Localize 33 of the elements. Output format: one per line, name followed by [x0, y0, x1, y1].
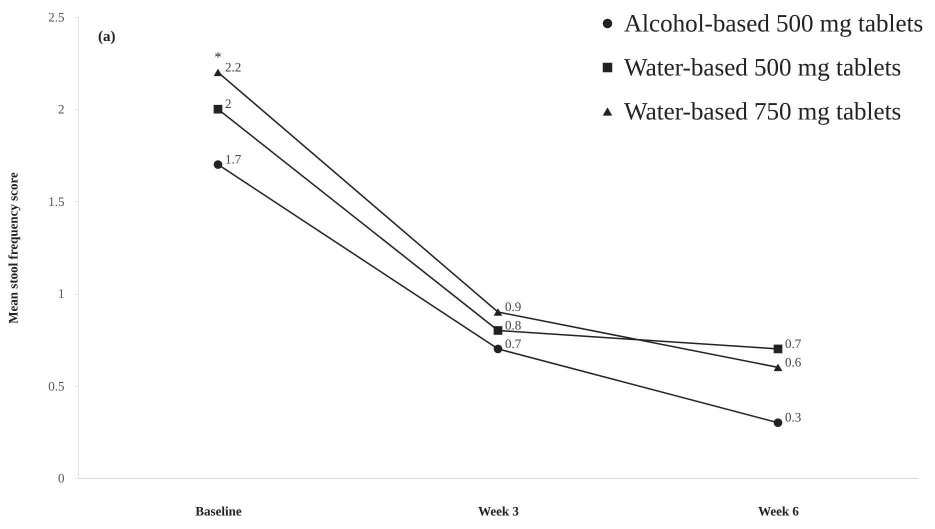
point — [774, 364, 782, 372]
annotation: (a) — [98, 29, 116, 45]
y-tick-label: 2.5 — [48, 10, 64, 24]
annotation: * — [214, 50, 222, 66]
y-axis-title: Mean stool frequency score — [5, 172, 20, 324]
point — [214, 104, 222, 114]
point — [214, 68, 222, 76]
data-label: 0.9 — [505, 299, 522, 314]
x-tick-label: Week 6 — [758, 504, 800, 518]
data-label: 2.2 — [225, 59, 242, 74]
x-tick-label: Baseline — [195, 504, 242, 518]
data-label: 1.7 — [225, 152, 242, 167]
y-tick-label: 1.5 — [48, 194, 64, 209]
point — [494, 308, 502, 316]
point — [494, 344, 502, 354]
y-tick-label: 1 — [58, 286, 64, 302]
data-label: 0.6 — [785, 354, 802, 370]
x-tick-label: Week 3 — [478, 504, 520, 518]
data-label: 0.7 — [785, 336, 802, 351]
point — [774, 344, 782, 354]
point — [774, 418, 782, 427]
data-label: 0.7 — [505, 336, 522, 351]
legend-label: Water-based 500 mg tablets — [624, 54, 902, 82]
point — [494, 326, 502, 335]
y-tick-label: 0 — [58, 470, 64, 486]
y-tick-label: 0.5 — [48, 378, 64, 394]
point — [214, 160, 222, 169]
data-label: 0.8 — [505, 317, 522, 332]
data-label: 0.3 — [785, 410, 802, 425]
legend-label: Water-based 750 mg tablets — [624, 98, 902, 126]
legend-label: Alcohol-based 500 mg tablets — [624, 10, 924, 38]
y-tick-label: 2 — [58, 102, 64, 117]
data-label: 2 — [225, 96, 232, 112]
